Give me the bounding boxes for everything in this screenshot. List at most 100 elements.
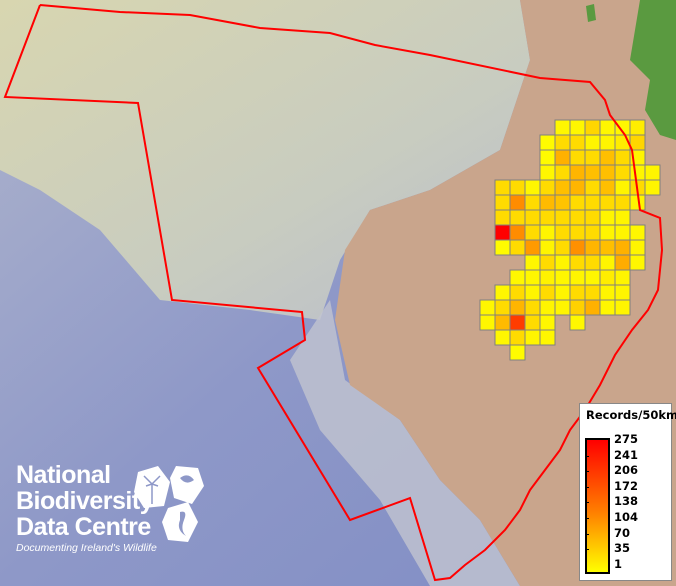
grid-cell[interactable] <box>569 239 586 256</box>
grid-cell[interactable] <box>539 224 556 241</box>
grid-cell[interactable] <box>569 224 586 241</box>
grid-cell[interactable] <box>584 284 601 301</box>
grid-cell[interactable] <box>524 269 541 286</box>
grid-cell[interactable] <box>569 254 586 271</box>
grid-cell[interactable] <box>584 164 601 181</box>
grid-cell[interactable] <box>524 314 541 331</box>
grid-cell[interactable] <box>569 299 586 316</box>
grid-cell[interactable] <box>554 284 571 301</box>
grid-cell[interactable] <box>569 269 586 286</box>
grid-cell[interactable] <box>539 164 556 181</box>
grid-cell[interactable] <box>539 239 556 256</box>
grid-cell[interactable] <box>584 179 601 196</box>
grid-cell[interactable] <box>644 179 661 196</box>
grid-cell[interactable] <box>599 134 616 151</box>
grid-cell[interactable] <box>569 164 586 181</box>
grid-cell[interactable] <box>629 134 646 151</box>
grid-cell[interactable] <box>509 224 526 241</box>
grid-cell[interactable] <box>509 329 526 346</box>
grid-cell[interactable] <box>554 179 571 196</box>
grid-cell[interactable] <box>554 194 571 211</box>
grid-cell[interactable] <box>524 224 541 241</box>
grid-cell[interactable] <box>524 179 541 196</box>
grid-cell[interactable] <box>539 179 556 196</box>
grid-cell[interactable] <box>509 239 526 256</box>
grid-cell[interactable] <box>614 299 631 316</box>
grid-cell[interactable] <box>554 269 571 286</box>
grid-cell[interactable] <box>584 119 601 136</box>
grid-cell[interactable] <box>614 179 631 196</box>
grid-cell[interactable] <box>554 134 571 151</box>
grid-cell[interactable] <box>569 194 586 211</box>
grid-cell[interactable] <box>584 134 601 151</box>
grid-cell[interactable] <box>584 269 601 286</box>
grid-cell[interactable] <box>614 149 631 166</box>
grid-cell[interactable] <box>509 209 526 226</box>
grid-cell[interactable] <box>569 284 586 301</box>
grid-cell[interactable] <box>554 299 571 316</box>
grid-cell[interactable] <box>584 149 601 166</box>
grid-cell[interactable] <box>509 344 526 361</box>
grid-cell[interactable] <box>584 239 601 256</box>
grid-cell[interactable] <box>539 329 556 346</box>
grid-cell[interactable] <box>509 314 526 331</box>
grid-cell[interactable] <box>524 299 541 316</box>
grid-cell[interactable] <box>614 284 631 301</box>
grid-cell[interactable] <box>539 254 556 271</box>
grid-cell[interactable] <box>599 239 616 256</box>
grid-cell[interactable] <box>614 224 631 241</box>
grid-cell[interactable] <box>584 224 601 241</box>
grid-cell[interactable] <box>614 269 631 286</box>
grid-cell[interactable] <box>629 119 646 136</box>
grid-cell[interactable] <box>524 284 541 301</box>
grid-cell[interactable] <box>539 194 556 211</box>
grid-cell[interactable] <box>614 239 631 256</box>
grid-cell[interactable] <box>539 149 556 166</box>
grid-cell[interactable] <box>539 314 556 331</box>
grid-cell[interactable] <box>494 209 511 226</box>
grid-cell[interactable] <box>614 209 631 226</box>
grid-cell[interactable] <box>509 269 526 286</box>
grid-cell[interactable] <box>524 209 541 226</box>
grid-cell[interactable] <box>494 329 511 346</box>
grid-cell[interactable] <box>644 164 661 181</box>
grid-cell[interactable] <box>554 209 571 226</box>
grid-cell[interactable] <box>554 119 571 136</box>
grid-cell[interactable] <box>629 224 646 241</box>
grid-cell[interactable] <box>509 284 526 301</box>
grid-cell[interactable] <box>539 269 556 286</box>
grid-cell[interactable] <box>599 299 616 316</box>
grid-cell[interactable] <box>524 329 541 346</box>
grid-cell[interactable] <box>569 134 586 151</box>
grid-cell[interactable] <box>539 209 556 226</box>
grid-cell[interactable] <box>539 284 556 301</box>
grid-cell[interactable] <box>584 194 601 211</box>
grid-cell[interactable] <box>599 254 616 271</box>
grid-cell[interactable] <box>599 164 616 181</box>
grid-cell[interactable] <box>599 119 616 136</box>
grid-cell[interactable] <box>539 134 556 151</box>
grid-cell[interactable] <box>599 209 616 226</box>
grid-cell[interactable] <box>614 194 631 211</box>
grid-cell[interactable] <box>479 314 496 331</box>
grid-cell[interactable] <box>584 299 601 316</box>
grid-cell[interactable] <box>629 254 646 271</box>
grid-cell[interactable] <box>554 149 571 166</box>
grid-cell[interactable] <box>569 179 586 196</box>
grid-cell[interactable] <box>599 224 616 241</box>
grid-cell[interactable] <box>524 239 541 256</box>
grid-cell[interactable] <box>509 299 526 316</box>
grid-cell[interactable] <box>494 299 511 316</box>
grid-cell[interactable] <box>554 239 571 256</box>
grid-cell[interactable] <box>494 284 511 301</box>
grid-cell[interactable] <box>494 224 511 241</box>
grid-cell[interactable] <box>629 164 646 181</box>
grid-cell[interactable] <box>614 164 631 181</box>
grid-cell[interactable] <box>614 254 631 271</box>
grid-cell[interactable] <box>494 314 511 331</box>
grid-cell[interactable] <box>569 314 586 331</box>
grid-cell[interactable] <box>599 269 616 286</box>
grid-cell[interactable] <box>494 179 511 196</box>
grid-cell[interactable] <box>584 254 601 271</box>
grid-cell[interactable] <box>569 119 586 136</box>
